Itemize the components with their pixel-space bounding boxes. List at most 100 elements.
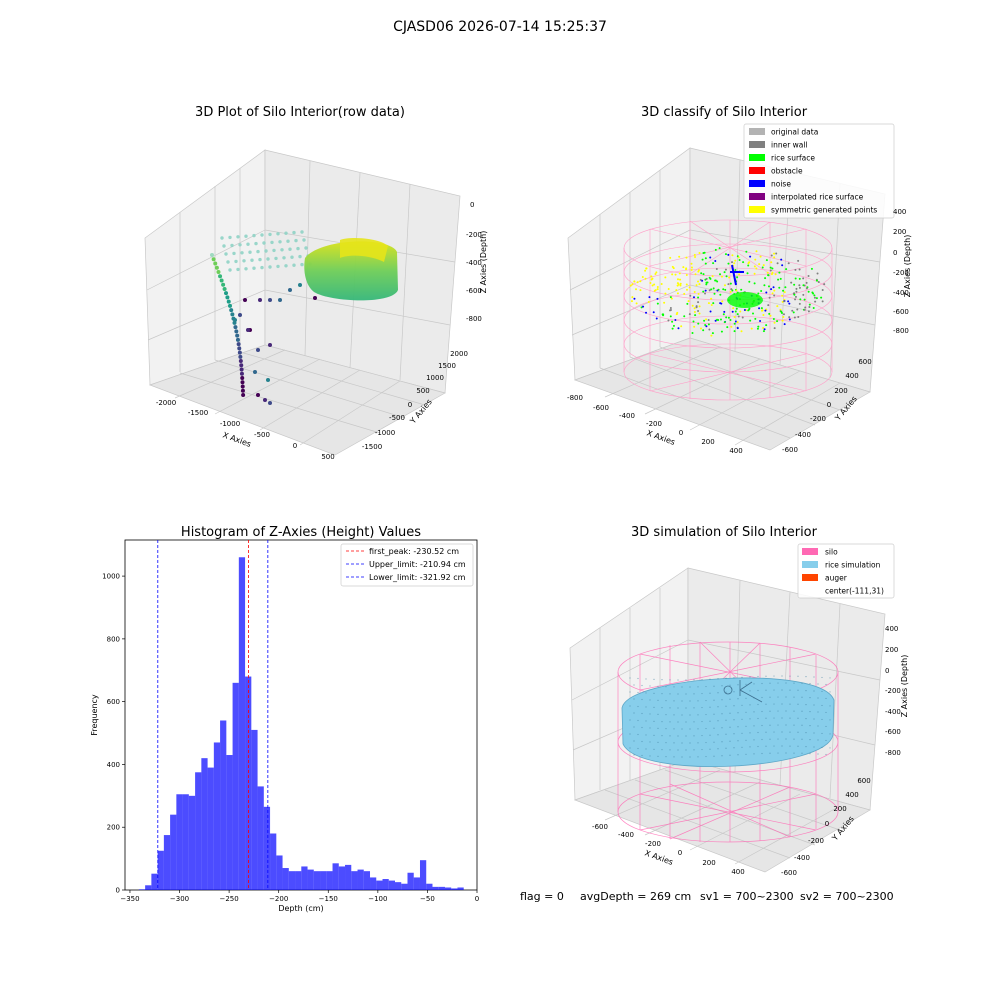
simulation-mesh-node [769, 682, 771, 684]
classify-data-point [677, 327, 680, 330]
histogram-bar [357, 869, 364, 890]
simulation-mesh-node [753, 711, 755, 713]
simulation-legend: silo rice simulation auger center(-111,31) [797, 543, 895, 599]
histogram-legend-label: Lower_limit: -321.92 cm [369, 573, 466, 582]
classify-data-point [711, 332, 714, 335]
classify-data-point [758, 307, 761, 310]
classify-silo-wireframe [623, 219, 833, 401]
classify-data-point [733, 330, 736, 333]
classify-data-point [656, 297, 659, 300]
simulation-mesh-node [665, 714, 667, 716]
simulation-mesh-node [657, 727, 659, 729]
histogram-y-tick-label: 800 [107, 635, 120, 643]
classify-data-point [794, 277, 797, 280]
simulation-legend-swatch [802, 574, 818, 581]
classify-data-point [821, 289, 824, 292]
raw-data-point [244, 267, 248, 271]
simulation-mesh-node [773, 731, 775, 733]
classify-data-point [669, 306, 672, 309]
classify-data-point [770, 288, 773, 291]
classify-data-point [747, 264, 750, 267]
classify-data-point [804, 306, 807, 309]
simulation-mesh-node [681, 714, 683, 716]
raw-data-point [286, 239, 290, 243]
simulation-mesh-node [633, 712, 635, 714]
classify-ytick: 600 [858, 358, 871, 366]
simulation-mesh-node [725, 747, 727, 749]
classify-data-point [710, 334, 713, 337]
simulation-legend-label: rice simulation [825, 561, 881, 570]
classify-data-point [749, 255, 752, 258]
classify-data-point [688, 286, 691, 289]
classify-data-point [813, 296, 816, 299]
classify-data-point [698, 283, 701, 286]
classify-data-point [685, 283, 688, 286]
simulation-mesh-node [673, 686, 675, 688]
classify-obstacle-mark [730, 264, 744, 286]
classify-data-point [660, 283, 663, 286]
simulation-mesh-node [809, 738, 811, 741]
classify-data-point [697, 301, 700, 304]
simulation-mesh-node [641, 684, 643, 687]
classify-zlabel: Z Axies (Depth) [903, 235, 912, 298]
simulation-rice-mesh [629, 675, 831, 758]
classify-data-point [749, 319, 752, 322]
simulation-mesh-node [717, 692, 719, 694]
classify-data-point [693, 253, 696, 256]
classify-data-point [802, 293, 805, 296]
classify-data-point [676, 278, 679, 281]
classify-data-point [708, 328, 711, 331]
simulation-mesh-node [749, 690, 751, 692]
classify-data-point [671, 265, 674, 268]
raw-data-point [296, 246, 300, 251]
raw-ytick: -500 [389, 414, 405, 422]
simulation-mesh-node [673, 714, 675, 716]
classify-data-point [760, 309, 763, 312]
classify-data-point [817, 280, 820, 283]
classify-data-point [671, 327, 674, 330]
simulation-mesh-node [765, 717, 767, 719]
classify-data-point [741, 316, 744, 319]
classify-data-point [727, 262, 730, 265]
simulation-mesh-node [797, 745, 799, 747]
simulation-mesh-node [737, 754, 739, 756]
raw-xlabel: X Axies [221, 430, 252, 449]
raw-data-point [238, 354, 243, 359]
simulation-mesh-node [813, 676, 815, 678]
simulation-mesh-node [761, 710, 763, 713]
raw-data-point [240, 376, 245, 381]
classify-data-point [776, 305, 779, 308]
classify-data-point [807, 290, 810, 293]
simulation-mesh-node [825, 725, 827, 728]
simulation-mesh-node [817, 725, 819, 727]
raw-data-point [220, 236, 224, 240]
simulation-mesh-node [745, 725, 747, 727]
simulation-mesh-node [705, 755, 707, 758]
raw-data-point [276, 264, 280, 269]
classify-data-point [768, 296, 771, 299]
classify-data-point [776, 320, 779, 323]
simulation-mesh-node [681, 756, 683, 758]
classify-data-point [654, 289, 657, 292]
simulation-mesh-node [701, 734, 703, 737]
simulation-mesh-node [685, 707, 687, 709]
classify-data-point [733, 322, 736, 325]
raw-data-point [224, 252, 228, 256]
raw-data-point [263, 398, 267, 402]
raw-data-point [294, 238, 298, 243]
classify-data-point [736, 321, 739, 324]
simulation-mesh-node [641, 740, 643, 743]
classify-data-point [769, 266, 772, 269]
simulation-xtick: 200 [702, 859, 715, 867]
simulation-mesh-node [689, 700, 691, 702]
simulation-mesh-node [829, 719, 831, 721]
simulation-mesh-node [701, 678, 703, 681]
simulation-xtick: -400 [618, 831, 634, 839]
classify-legend-label: original data [771, 128, 818, 137]
histogram-x-ticks: −350 −300 −250 −200 −150 −100 −50 0 [120, 890, 479, 903]
raw-data-point [233, 318, 237, 322]
histogram-bar [345, 864, 352, 890]
histogram-x-tick-label: −200 [269, 895, 288, 903]
simulation-mesh-node [649, 727, 651, 729]
simulation-mesh-node [633, 726, 635, 728]
